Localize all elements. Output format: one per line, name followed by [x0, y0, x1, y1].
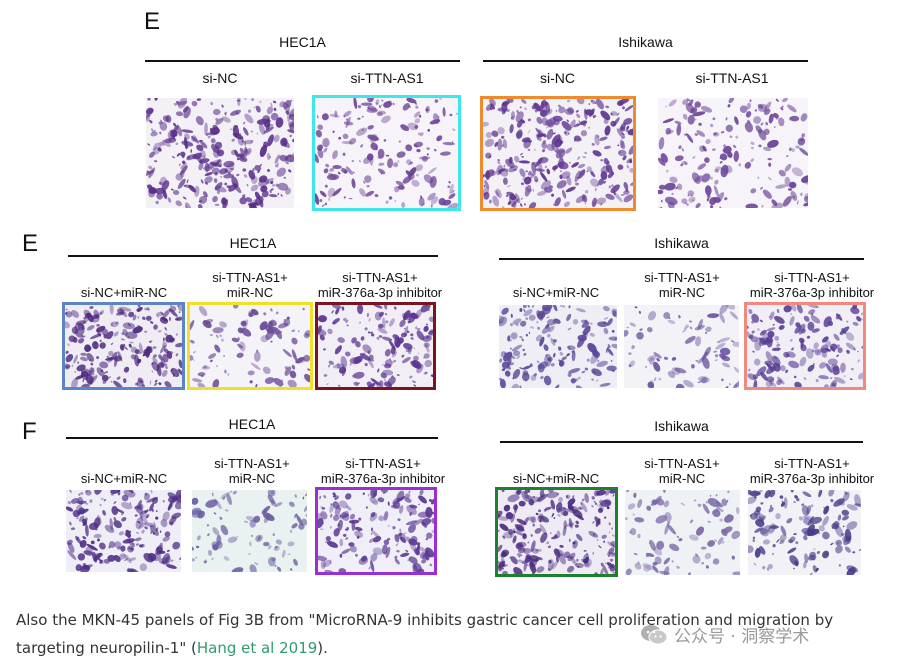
micrograph-panel — [187, 302, 313, 390]
condition-label: si-TTN-AS1 — [695, 70, 769, 86]
micrograph-panel — [312, 95, 461, 211]
condition-label: si-NC — [202, 70, 238, 86]
micrograph-panel — [62, 302, 185, 390]
condition-label: si-TTN-AS1+ miR-NC — [644, 456, 720, 486]
figure-letter-row1: E — [144, 8, 161, 35]
condition-label: si-TTN-AS1+ miR-NC — [644, 270, 720, 300]
condition-label: si-TTN-AS1+ miR-376a-3p inhibitor — [317, 270, 443, 300]
micrograph-panel — [495, 487, 618, 577]
group-divider-hec1a-row2 — [68, 255, 438, 257]
wechat-icon — [641, 624, 668, 644]
group-label-hec1a-row3: HEC1A — [228, 416, 276, 432]
figure-letter-row2: E — [22, 230, 39, 257]
micrograph-panel — [499, 305, 617, 388]
micrograph-panel — [625, 490, 740, 575]
micrograph-panel — [748, 490, 861, 575]
group-label-ishikawa-row2: Ishikawa — [654, 235, 709, 251]
figure-letter-row3: F — [22, 418, 37, 445]
condition-label: si-NC+miR-NC — [512, 471, 600, 486]
condition-label: si-TTN-AS1+ miR-376a-3p inhibitor — [749, 270, 875, 300]
watermark: 公众号 · 洞察学术 — [640, 622, 809, 647]
condition-label: si-TTN-AS1+ miR-NC — [214, 456, 290, 486]
group-divider-hec1a-row1 — [145, 60, 460, 62]
caption-text-end: ). — [317, 639, 328, 657]
group-divider-hec1a-row3 — [66, 437, 438, 439]
micrograph-panel — [315, 302, 436, 390]
condition-label: si-NC+miR-NC — [80, 471, 168, 486]
micrograph-panel — [744, 302, 866, 390]
citation-link[interactable]: Hang et al 2019 — [196, 639, 318, 657]
condition-label: si-TTN-AS1+ miR-376a-3p inhibitor — [749, 456, 875, 486]
group-label-hec1a-row1: HEC1A — [279, 34, 326, 50]
micrograph-panel — [66, 490, 181, 572]
condition-label: si-NC+miR-NC — [512, 285, 600, 300]
figure-caption: Also the MKN-45 panels of Fig 3B from "M… — [16, 606, 896, 662]
micrograph-panel — [658, 98, 808, 208]
micrograph-panel — [315, 487, 437, 575]
micrograph-panel — [192, 490, 307, 572]
group-label-ishikawa-row1: Ishikawa — [618, 34, 673, 50]
condition-label: si-NC — [540, 70, 575, 86]
condition-label: si-NC+miR-NC — [80, 285, 168, 300]
micrograph-panel — [480, 96, 636, 211]
caption-text: Also the MKN-45 panels of Fig 3B from "M… — [16, 611, 834, 657]
group-divider-ishikawa-row2 — [499, 258, 864, 260]
condition-label: si-TTN-AS1 — [350, 70, 424, 86]
group-divider-ishikawa-row1 — [483, 60, 808, 62]
micrograph-panel — [146, 98, 294, 208]
condition-label: si-TTN-AS1+ miR-NC — [212, 270, 288, 300]
group-label-hec1a-row2: HEC1A — [229, 235, 277, 251]
micrograph-panel — [624, 305, 739, 388]
group-label-ishikawa-row3: Ishikawa — [654, 418, 709, 434]
group-divider-ishikawa-row3 — [500, 441, 863, 443]
condition-label: si-TTN-AS1+ miR-376a-3p inhibitor — [320, 456, 446, 486]
watermark-text: 公众号 · 洞察学术 — [674, 627, 810, 647]
